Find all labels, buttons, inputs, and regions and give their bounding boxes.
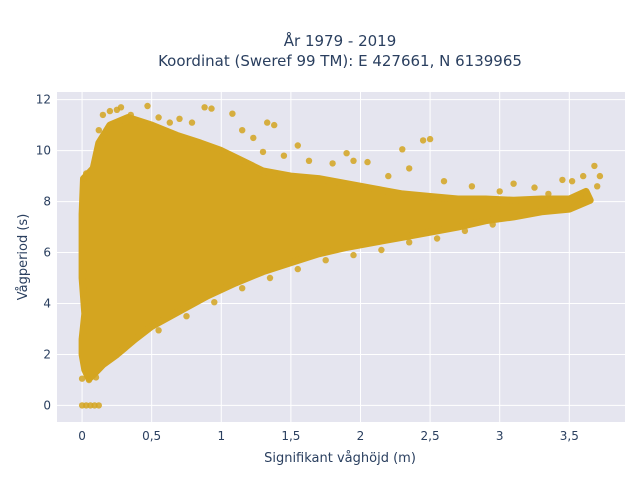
data-point-60 [322,257,329,264]
data-point-25 [250,134,257,142]
data-point-22 [208,105,215,112]
data-point-44 [510,180,517,187]
data-point-56 [433,235,441,242]
data-point-57 [406,239,413,246]
data-point-40 [399,146,406,153]
data-point-46 [545,190,552,198]
data-point-65 [183,313,190,320]
data-point-35 [364,158,371,166]
x-tick-label-1: 0,5 [142,429,161,443]
data-point-49 [580,172,587,180]
data-point-6 [85,376,93,384]
data-point-18 [166,119,173,126]
y-tick-label-1: 2 [43,347,51,361]
data-point-52 [594,183,601,190]
data-point-24 [239,127,246,134]
data-point-15 [127,111,134,119]
y-tick-label-4: 8 [43,195,51,209]
x-axis-ticks: 0 0,5 1 1,5 2 2,5 3 3,5 [78,429,579,443]
data-point-14 [117,104,125,111]
y-tick-label-2: 4 [43,297,51,311]
data-point-17 [155,114,162,121]
data-point-37 [406,165,413,172]
data-point-20 [188,119,196,126]
data-point-41 [440,178,448,185]
data-point-54 [489,221,496,228]
data-point-53 [577,193,584,200]
y-tick-label-0: 0 [43,398,51,412]
data-point-48 [568,178,576,185]
x-tick-label-4: 2 [357,429,365,443]
data-point-55 [461,227,469,235]
data-point-33 [343,150,350,157]
data-point-39 [426,135,434,143]
data-point-51 [596,172,604,180]
y-axis-title: Vågperiod (s) [16,214,31,301]
data-point-45 [531,184,538,191]
y-tick-label-3: 6 [43,246,51,260]
x-tick-label-7: 3,5 [560,429,579,443]
data-point-12 [106,107,114,115]
data-point-43 [496,188,503,195]
data-point-10 [95,127,103,134]
data-points [78,102,604,409]
data-point-47 [559,176,566,184]
data-point-34 [350,157,357,164]
data-point-23 [229,110,236,117]
data-point-64 [211,299,218,306]
data-point-21 [201,104,208,111]
y-tick-label-6: 12 [36,93,51,107]
data-point-36 [385,172,392,180]
x-tick-label-0: 0 [78,429,86,443]
data-point-63 [239,285,246,292]
data-point-61 [294,265,301,273]
data-point-19 [176,115,183,123]
data-point-4 [95,402,103,409]
data-point-28 [259,148,267,156]
y-tick-label-5: 10 [36,144,51,158]
data-point-42 [468,183,476,190]
data-point-31 [305,157,313,164]
data-point-30 [294,142,301,149]
data-point-27 [271,121,278,129]
data-point-26 [264,119,271,126]
data-point-58 [378,246,385,254]
x-tick-label-6: 3 [496,429,504,443]
x-axis-title: Signifikant våghöjd (m) [264,451,416,466]
data-point-7 [92,374,100,381]
data-point-11 [99,111,107,119]
data-point-32 [329,160,336,167]
x-tick-label-3: 1,5 [281,429,300,443]
data-point-5 [78,375,86,382]
y-axis-ticks: 0 2 4 6 8 10 12 [36,93,51,413]
x-tick-label-2: 1 [217,429,225,443]
data-point-38 [419,137,427,144]
data-point-9 [83,170,90,177]
x-tick-label-5: 2,5 [421,429,440,443]
chart-title-line-2: Koordinat (Sweref 99 TM): E 427661, N 61… [158,52,522,70]
data-point-29 [280,152,288,159]
data-point-59 [350,251,357,259]
data-point-66 [155,327,162,334]
data-point-50 [591,162,598,170]
data-point-8 [80,175,87,182]
data-point-16 [144,102,151,110]
chart-title-line-1: År 1979 - 2019 [284,31,397,50]
data-point-62 [266,274,274,282]
